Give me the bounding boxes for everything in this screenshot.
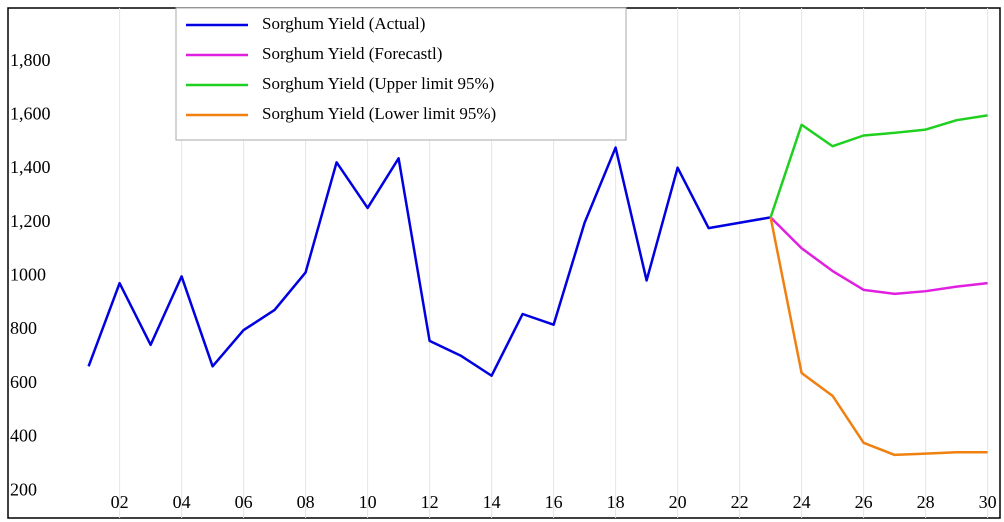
y-tick-label: 1,400 bbox=[10, 157, 51, 177]
x-tick-label: 04 bbox=[173, 492, 191, 512]
legend-label: Sorghum Yield (Forecastl) bbox=[262, 44, 442, 63]
x-tick-label: 08 bbox=[297, 492, 315, 512]
y-tick-label: 800 bbox=[10, 318, 37, 338]
y-tick-label: 400 bbox=[10, 426, 37, 446]
x-tick-label: 24 bbox=[793, 492, 811, 512]
x-tick-label: 10 bbox=[359, 492, 377, 512]
y-tick-label: 200 bbox=[10, 479, 37, 499]
legend-label: Sorghum Yield (Upper limit 95%) bbox=[262, 74, 494, 93]
series-line bbox=[769, 216, 988, 296]
x-tick-label: 02 bbox=[111, 492, 129, 512]
y-tick-label: 600 bbox=[10, 372, 37, 392]
legend-box bbox=[175, 7, 627, 141]
y-tick-label: 1000 bbox=[10, 265, 46, 285]
y-tick-label: 1,200 bbox=[10, 211, 51, 231]
y-tick-label: 1,600 bbox=[10, 103, 51, 123]
series-line bbox=[769, 217, 988, 457]
x-tick-label: 14 bbox=[483, 492, 501, 512]
x-tick-label: 12 bbox=[421, 492, 439, 512]
x-tick-label: 16 bbox=[545, 492, 563, 512]
series-line bbox=[87, 146, 771, 377]
x-tick-label: 20 bbox=[669, 492, 687, 512]
legend-label: Sorghum Yield (Lower limit 95%) bbox=[262, 104, 496, 123]
x-tick-label: 22 bbox=[731, 492, 749, 512]
x-tick-label: 06 bbox=[235, 492, 253, 512]
x-tick-label: 30 bbox=[979, 492, 997, 512]
y-tick-label: 1,800 bbox=[10, 50, 51, 70]
legend-label: Sorghum Yield (Actual) bbox=[262, 14, 425, 33]
x-tick-label: 28 bbox=[917, 492, 935, 512]
x-tick-label: 26 bbox=[855, 492, 873, 512]
series-line bbox=[769, 114, 988, 218]
x-tick-label: 18 bbox=[607, 492, 625, 512]
